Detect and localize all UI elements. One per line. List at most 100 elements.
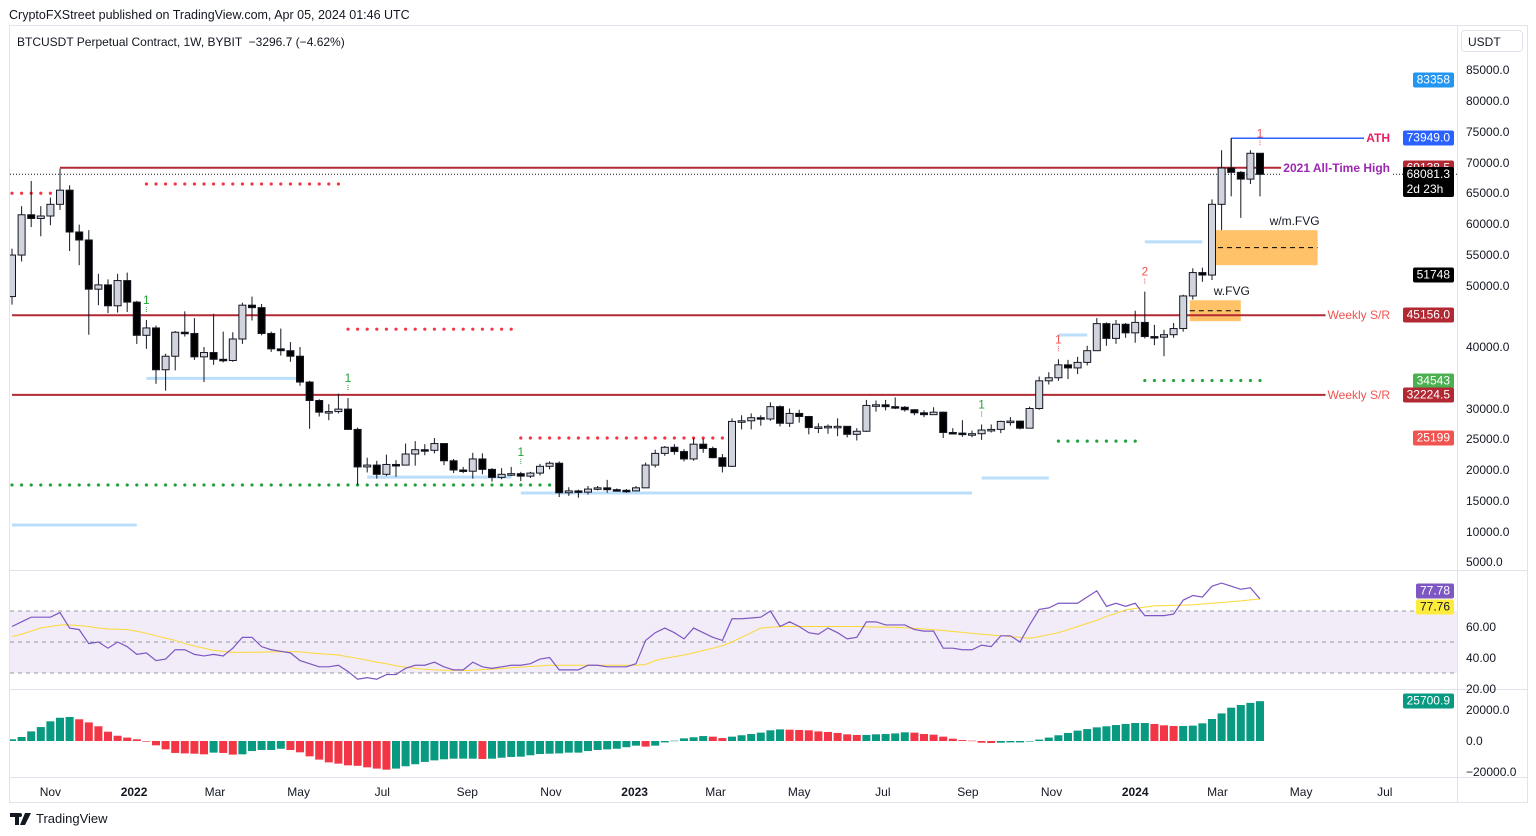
macd-histogram-bar [488, 741, 496, 759]
time-tick-label: Jul [1377, 785, 1393, 799]
candle-body [612, 489, 621, 492]
macd-histogram-bar [1236, 705, 1245, 741]
macd-histogram-bar [27, 731, 36, 741]
price-label-value: 34543 [1416, 373, 1450, 388]
candle-body [382, 463, 391, 475]
candle-body [1044, 377, 1053, 382]
candle-body [622, 489, 631, 493]
support-pivot-dot [1220, 378, 1224, 383]
macd-pane-separator[interactable] [9, 689, 1528, 690]
candle-body [1035, 380, 1044, 410]
macd-histogram-bar [305, 741, 314, 757]
macd-histogram-bar [1246, 702, 1255, 741]
macd-histogram-bar [564, 741, 573, 753]
support-pivot-dot [308, 483, 312, 487]
support-pivot-dot [1258, 378, 1262, 383]
macd-histogram-bar [132, 739, 141, 741]
candle-body [516, 473, 525, 477]
resistance-pivot-dot [519, 436, 523, 440]
resistance-pivot-dot [327, 182, 331, 186]
macd-histogram-bar [756, 732, 765, 741]
candle-body [1092, 323, 1101, 352]
candle-body [353, 428, 362, 468]
candle-body [392, 463, 400, 467]
price-label-value: 45156.0 [1406, 307, 1450, 322]
support-pivot-dot [365, 483, 369, 487]
rsi-tick-label: 40.00 [1466, 650, 1497, 665]
candle-body [488, 468, 496, 478]
candle-body [1150, 336, 1159, 339]
macd-histogram-bar [833, 732, 842, 741]
time-tick-label: May [287, 785, 310, 799]
resistance-pivot-dot [538, 436, 542, 440]
time-tick-label: Nov [39, 785, 62, 799]
resistance-pivot-dot [384, 327, 388, 331]
macd-histogram-bar [1083, 729, 1092, 741]
macd-histogram-bar [910, 732, 919, 741]
candle-body [440, 443, 448, 462]
resistance-pivot-dot [269, 182, 273, 186]
macd-histogram-bar [996, 741, 1005, 743]
time-tick-label: Mar [705, 785, 726, 799]
candle-body [142, 327, 151, 336]
macd-histogram-bar [468, 741, 477, 759]
resistance-pivot-dot [260, 182, 264, 186]
macd-histogram-bar [708, 736, 717, 741]
price-label: 32224.5 [1402, 387, 1454, 403]
macd-histogram-bar [10, 739, 16, 741]
tradingview-logo[interactable]: TradingView [10, 811, 108, 826]
price-axis-separator [1457, 25, 1458, 803]
macd-histogram-bar [257, 741, 266, 750]
candle-body [862, 404, 871, 432]
macd-histogram-bar [670, 740, 679, 742]
macd-histogram-bar [1179, 725, 1188, 741]
macd-tick-label: 0.0 [1466, 734, 1483, 748]
candle-body [766, 406, 775, 420]
candle-body [785, 412, 794, 424]
price-tick-label: 15000.0 [1466, 493, 1510, 508]
rsi-tick-label: 60.00 [1466, 619, 1497, 634]
macd-histogram-bar [900, 732, 909, 741]
symbol-legend[interactable]: BTCUSDT Perpetual Contract, 1W, BYBIT −3… [17, 35, 345, 49]
macd-histogram-bar [968, 740, 976, 742]
candle-body [248, 304, 256, 309]
macd-histogram-bar [1169, 725, 1178, 741]
candle-body [257, 307, 266, 334]
macd-histogram-bar [152, 741, 160, 746]
candle-body [603, 487, 612, 491]
macd-histogram-bar [612, 741, 621, 749]
price-tick-label: 60000.0 [1466, 217, 1510, 231]
support-pivot-dot [135, 483, 139, 487]
candle-body [152, 327, 160, 371]
macd-histogram-bar [1112, 725, 1120, 741]
candle-body [276, 348, 285, 352]
candle-body [1208, 203, 1216, 276]
support-pivot-dot [519, 483, 523, 487]
macd-histogram-bar [660, 741, 669, 743]
resistance-pivot-dot [576, 436, 581, 440]
macd-histogram-bar [267, 741, 276, 750]
candle-body [132, 301, 141, 336]
candle-body [555, 462, 564, 494]
resistance-pivot-dot [653, 436, 657, 440]
macd-histogram-bar [1140, 723, 1149, 741]
candle-body [996, 420, 1005, 430]
resistance-pivot-dot [221, 182, 225, 186]
currency-unit-button[interactable]: USDT [1461, 30, 1523, 52]
support-pivot-dot [1152, 378, 1156, 383]
candle-body [305, 381, 314, 402]
rsi-pane-separator[interactable] [9, 570, 1528, 571]
price-label-value: 25199 [1416, 430, 1450, 445]
resistance-pivot-dot [461, 327, 465, 331]
macd-histogram-bar [574, 741, 583, 753]
support-pivot-dot [106, 483, 110, 487]
macd-histogram-bar [497, 741, 506, 758]
price-tick-label: 75000.0 [1466, 124, 1510, 139]
support-pivot-dot [288, 483, 292, 487]
macd-histogram-bar [46, 721, 55, 741]
macd-histogram-bar [248, 741, 256, 752]
resistance-pivot-dot [442, 327, 446, 331]
resistance-pivot-dot [231, 182, 235, 186]
macd-histogram-bar [843, 734, 852, 741]
